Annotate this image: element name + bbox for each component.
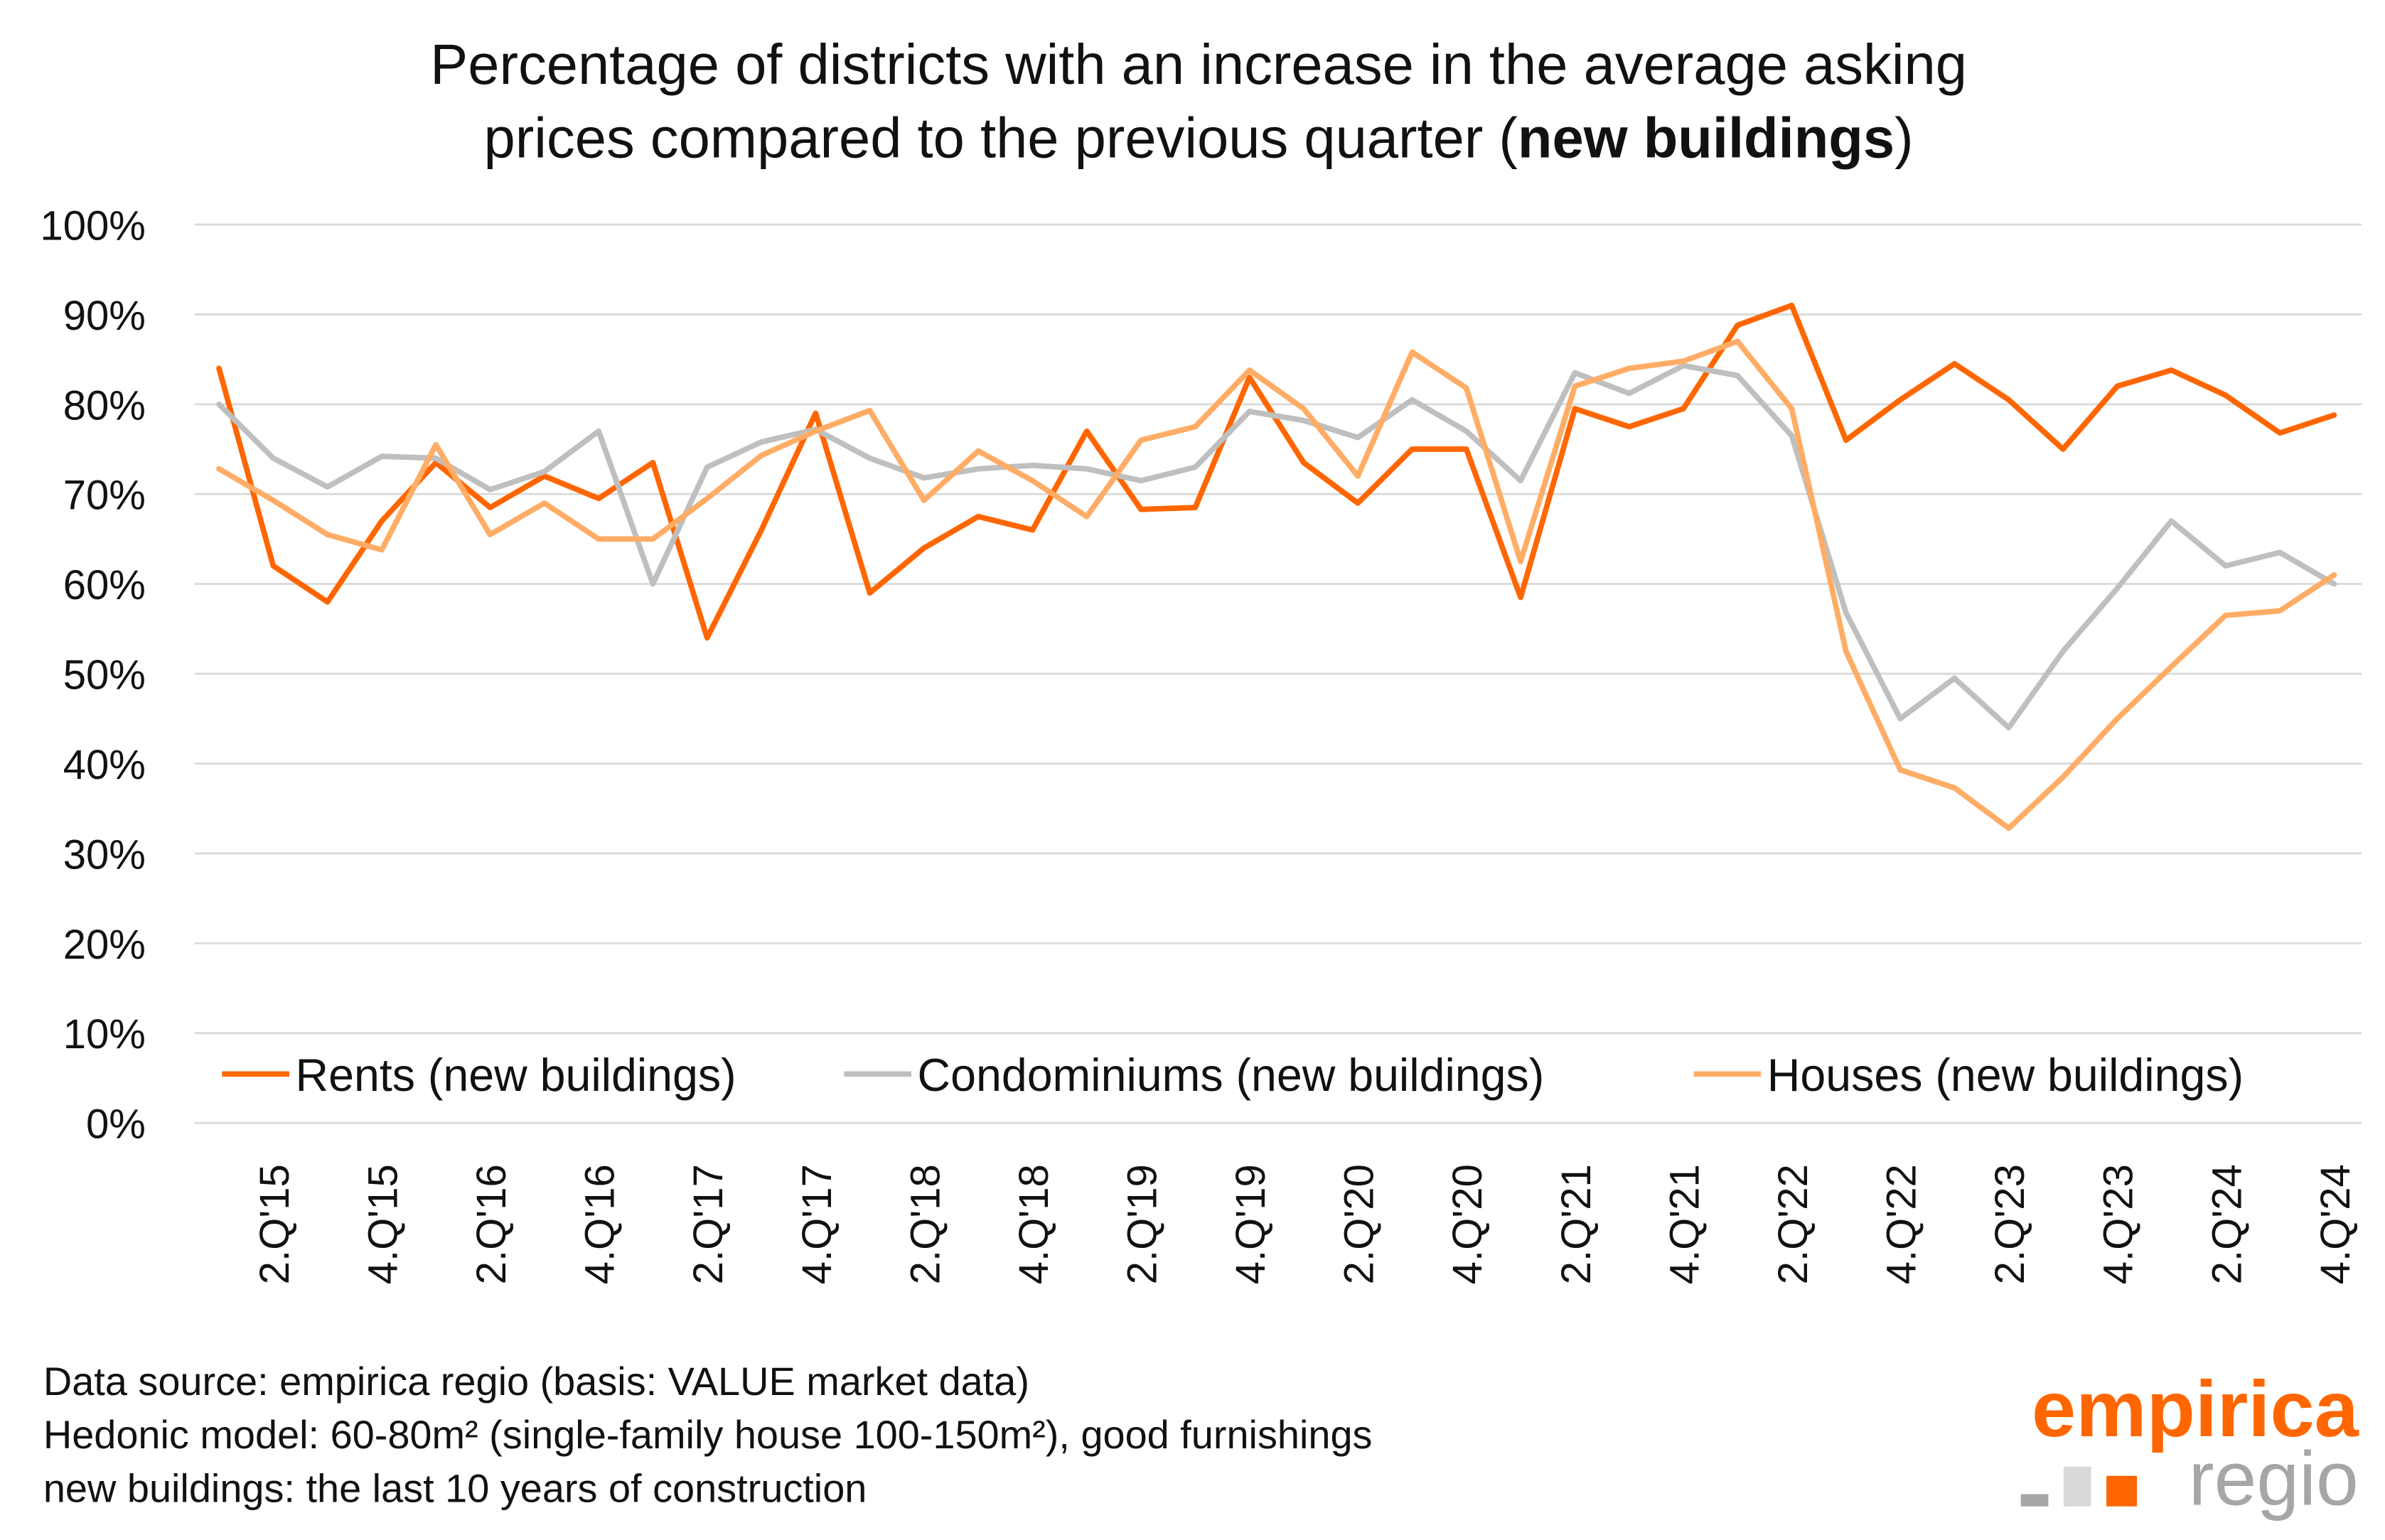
chart-title-line1: Percentage of districts with an increase… — [430, 33, 1967, 96]
y-tick-label: 10% — [63, 1011, 146, 1057]
footnote-model: Hedonic model: 60-80m² (single-family ho… — [43, 1412, 1373, 1457]
y-tick-label: 40% — [63, 742, 146, 788]
x-tick-label: 2.Q'17 — [685, 1164, 731, 1284]
y-tick-label: 60% — [63, 562, 146, 608]
x-tick-label: 2.Q'15 — [252, 1164, 298, 1284]
x-tick-label: 4.Q'17 — [794, 1164, 840, 1284]
x-tick-label: 2.Q'23 — [1987, 1164, 2033, 1284]
chart-title-line2: prices compared to the previous quarter … — [484, 106, 1914, 169]
x-tick-label: 2.Q'18 — [902, 1164, 948, 1284]
x-axis-ticks: 2.Q'15 4.Q'15 2.Q'16 4.Q'16 2.Q'17 4.Q'17 2.Q'… — [252, 1164, 2359, 1284]
logo-regio-text: regio — [2189, 1436, 2359, 1522]
series-line-rents — [216, 302, 2337, 641]
x-tick-label: 4.Q'20 — [1445, 1164, 1491, 1284]
legend-label: Houses (new buildings) — [1767, 1050, 2244, 1101]
x-tick-label: 2.Q'24 — [2204, 1164, 2250, 1284]
legend: Rents (new buildings) Condominiums (new b… — [222, 1050, 2244, 1101]
legend-label: Condominiums (new buildings) — [918, 1050, 1545, 1101]
x-tick-label: 4.Q'23 — [2096, 1164, 2142, 1284]
y-tick-label: 30% — [63, 831, 146, 878]
x-tick-label: 2.Q'16 — [468, 1164, 515, 1284]
footnote-new-buildings: new buildings: the last 10 years of cons… — [43, 1465, 867, 1510]
x-tick-label: 4.Q'15 — [360, 1164, 406, 1284]
x-tick-label: 2.Q'20 — [1336, 1164, 1383, 1284]
x-tick-label: 4.Q'16 — [577, 1164, 623, 1284]
y-tick-label: 0% — [86, 1102, 146, 1148]
logo-bar-light — [2063, 1466, 2091, 1507]
x-tick-label: 2.Q'19 — [1120, 1164, 1166, 1284]
gridlines — [194, 223, 2362, 1124]
y-tick-label: 80% — [63, 382, 146, 429]
logo-bar-orange — [2106, 1475, 2138, 1507]
legend-label: Rents (new buildings) — [296, 1050, 736, 1101]
y-axis-ticks: 0% 10% 20% 30% 40% 50% 60% 70% 80% 90% 100% — [40, 203, 145, 1148]
x-tick-label: 4.Q'18 — [1011, 1164, 1057, 1284]
series-lines — [216, 302, 2337, 831]
x-tick-label: 2.Q'21 — [1553, 1164, 1599, 1284]
series-line-condominiums — [216, 362, 2337, 731]
x-tick-label: 2.Q'22 — [1770, 1164, 1816, 1284]
y-tick-label: 100% — [40, 203, 145, 249]
x-tick-label: 4.Q'19 — [1228, 1164, 1274, 1284]
footnotes: Data source: empirica regio (basis: VALU… — [43, 1359, 1373, 1510]
series-line-houses — [216, 338, 2337, 831]
logo-bar-gray — [2020, 1494, 2049, 1507]
x-tick-label: 4.Q'24 — [2312, 1164, 2359, 1284]
x-tick-label: 4.Q'21 — [1661, 1164, 1708, 1284]
x-tick-label: 4.Q'22 — [1879, 1164, 1925, 1284]
y-tick-label: 90% — [63, 293, 146, 339]
y-tick-label: 70% — [63, 473, 146, 519]
footnote-source: Data source: empirica regio (basis: VALU… — [43, 1359, 1029, 1404]
y-tick-label: 20% — [63, 922, 146, 968]
empirica-regio-logo: empirica regio — [2020, 1364, 2359, 1522]
logo-empirica-text: empirica — [2032, 1364, 2359, 1453]
y-tick-label: 50% — [63, 652, 146, 699]
